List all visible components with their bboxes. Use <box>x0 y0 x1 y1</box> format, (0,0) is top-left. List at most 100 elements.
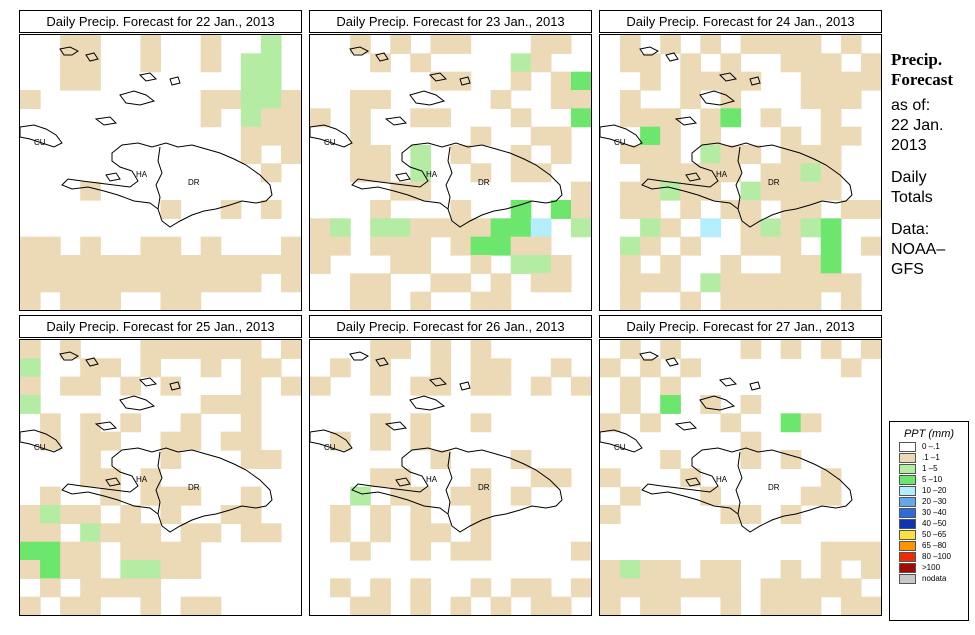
precip-cell <box>330 505 351 524</box>
precip-cell <box>720 596 742 615</box>
hispaniola-coastline <box>351 142 563 228</box>
precip-cell <box>240 413 262 433</box>
legend-label: 40 –50 <box>922 519 947 528</box>
precip-cell <box>680 236 701 256</box>
precip-cell <box>800 181 822 201</box>
precip-cell <box>570 181 591 201</box>
island-coastline <box>138 72 158 82</box>
cuba-coastline <box>600 124 643 148</box>
legend-item: 50 –65 <box>890 530 968 541</box>
legend-label: >100 <box>922 563 941 572</box>
asof-line3: 2013 <box>891 137 927 154</box>
precip-cell <box>370 291 391 310</box>
precip-cell <box>840 541 862 561</box>
precip-cell <box>40 236 61 256</box>
precip-cell <box>660 218 681 238</box>
legend-label: 1 –5 <box>922 464 938 473</box>
legend-label: 5 –10 <box>922 475 943 484</box>
precip-cell <box>620 376 641 396</box>
precip-cell <box>680 291 701 310</box>
precip-cell <box>20 523 41 543</box>
precip-cell <box>180 413 202 433</box>
precip-cell <box>800 291 822 310</box>
precip-cell <box>470 578 492 598</box>
precip-cell <box>60 35 81 54</box>
legend-swatch <box>899 541 916 551</box>
legend-item: 1 –5 <box>890 464 968 475</box>
precip-cell <box>620 108 641 128</box>
precip-cell <box>760 578 782 598</box>
precip-cell <box>430 35 452 54</box>
precip-cell <box>800 71 822 91</box>
precip-cell <box>660 395 681 414</box>
precip-cell <box>180 596 202 615</box>
asof-line2: 22 Jan. <box>891 117 944 134</box>
precip-map-svg: CU HA DR <box>310 340 591 615</box>
precip-cell <box>820 71 842 91</box>
legend-item: 10 –20 <box>890 486 968 497</box>
island-coastline <box>718 377 738 387</box>
precip-cell <box>160 273 182 293</box>
precip-cell <box>680 90 701 109</box>
precip-cell <box>410 541 432 561</box>
precip-cell <box>390 468 411 488</box>
legend-item: 0 –.1 <box>890 442 968 453</box>
legend-label: 20 –30 <box>922 497 947 506</box>
precip-cell <box>140 340 162 359</box>
precip-cell <box>700 108 722 128</box>
island-coastline <box>674 421 698 431</box>
precip-cell <box>530 376 552 396</box>
precip-cell <box>80 236 101 256</box>
precip-cell <box>840 291 862 310</box>
precip-cell <box>200 236 222 256</box>
precip-cell <box>660 273 681 293</box>
precip-cell <box>140 468 162 488</box>
precip-cell <box>240 126 262 146</box>
precip-cell <box>240 450 262 469</box>
precip-cell <box>370 376 391 396</box>
precip-cell <box>800 255 822 274</box>
island-coastline <box>699 90 736 106</box>
precip-cell <box>60 376 81 396</box>
precip-cell <box>310 376 331 396</box>
precip-cell <box>470 523 492 543</box>
island-coastline <box>105 477 121 487</box>
legend-item: >100 <box>890 563 968 574</box>
precip-cell <box>350 596 371 615</box>
precip-cell <box>600 413 621 433</box>
precip-cell <box>530 236 552 256</box>
precip-cell <box>780 126 802 146</box>
precip-cell <box>660 340 681 359</box>
precip-cell <box>80 468 101 488</box>
precip-cell <box>410 291 432 310</box>
precip-cell <box>260 358 282 378</box>
island-coastline <box>384 421 408 431</box>
precip-cell <box>800 596 822 615</box>
precip-cell <box>720 108 742 128</box>
precip-cell <box>570 71 591 91</box>
precip-cell <box>160 505 182 524</box>
precip-cell <box>760 291 782 310</box>
precip-cell <box>240 340 262 359</box>
precip-cell <box>720 578 742 598</box>
precip-cell <box>20 395 41 414</box>
precip-cell <box>40 505 61 524</box>
precip-cell <box>310 218 331 238</box>
precip-cell <box>840 35 862 54</box>
precip-cell <box>760 596 782 615</box>
precip-cell <box>80 413 101 433</box>
precip-cell <box>740 35 762 54</box>
country-label: DR <box>768 178 780 187</box>
precip-cell <box>20 505 41 524</box>
precip-cell <box>720 163 742 183</box>
precip-cell <box>740 340 762 359</box>
precip-cell <box>720 145 742 164</box>
island-coastline <box>169 76 181 86</box>
island-coastline <box>94 116 118 126</box>
precip-cell <box>470 376 492 396</box>
precip-cell <box>140 35 162 54</box>
country-label: DR <box>188 178 200 187</box>
precip-cell <box>550 90 572 109</box>
precip-cell <box>240 376 262 396</box>
source-line1: Data: <box>891 221 930 238</box>
